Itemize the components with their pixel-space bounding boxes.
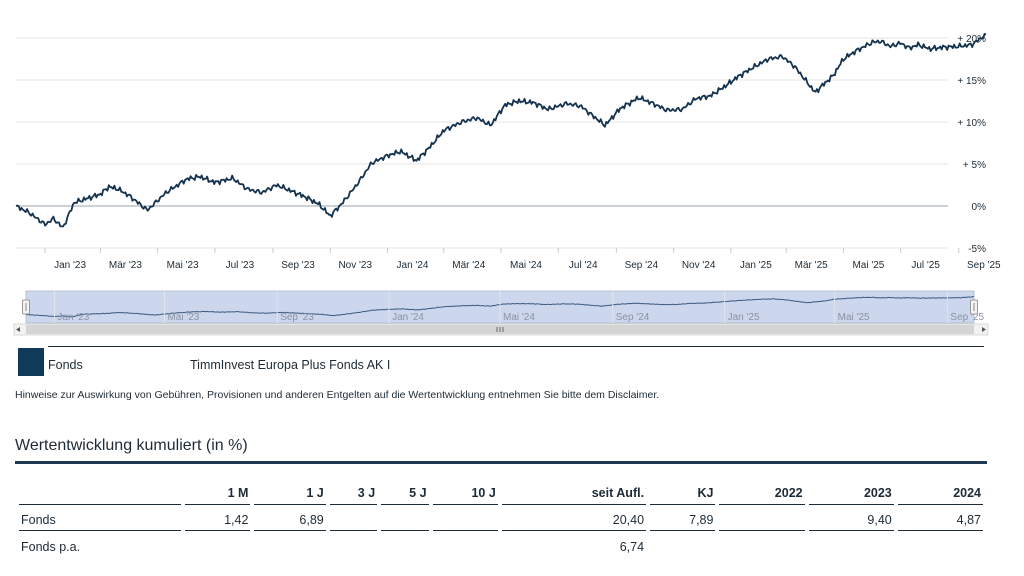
fee-disclaimer: Hinweise zur Auswirkung von Gebühren, Pr… [15, 389, 660, 401]
header-cell: 2022 [719, 480, 805, 505]
y-tick-label: + 5% [963, 160, 986, 171]
y-tick-label: + 20% [957, 34, 986, 45]
table-cell [898, 531, 983, 557]
table-cell [719, 505, 805, 531]
table-cell [329, 505, 378, 531]
x-tick-label: Mai '24 [510, 260, 542, 271]
y-tick-label: -5% [968, 244, 986, 255]
table-cell: 4,87 [897, 505, 983, 531]
table-cell [185, 531, 250, 557]
header-cell: seit Aufl. [501, 480, 647, 505]
legend-fund-name: TimmInvest Europa Plus Fonds AK I [190, 346, 984, 376]
table-row: Fonds p.a. 6,74 [19, 531, 983, 557]
navigator-tick-label: Jan '25 [728, 312, 760, 323]
scroll-left-arrow-icon[interactable] [16, 327, 20, 332]
x-tick-label: Jan '24 [397, 260, 429, 271]
table-cell: Fonds p.a. [21, 539, 81, 554]
chart-legend: Fonds TimmInvest Europa Plus Fonds AK I [18, 346, 984, 376]
table-cell [330, 531, 377, 557]
fund-series-line [15, 33, 987, 228]
x-tick-label: Sep '24 [625, 260, 659, 271]
x-tick-label: Sep '23 [281, 260, 315, 271]
navigator-tick-label: Jan '24 [392, 312, 424, 323]
x-tick-label: Mär '25 [795, 260, 828, 271]
header-cell: 1 J [254, 480, 326, 505]
y-tick-label: + 10% [957, 118, 986, 129]
navigator-tick-label: Sep '24 [616, 312, 650, 323]
table-cell [650, 531, 715, 557]
x-tick-label: Jan '23 [54, 260, 86, 271]
fund-color-swatch [18, 348, 44, 376]
table-cell [719, 531, 804, 557]
navigator-tick-label: Mai '25 [838, 312, 870, 323]
table-row: Fonds 1,42 6,89 20,40 7,89 9,40 4,87 [19, 505, 983, 531]
header-cell: 10 J [432, 480, 498, 505]
x-tick-label: Sep '25 [967, 260, 1001, 271]
header-cell: 1 M [185, 480, 251, 505]
y-tick-label: 0% [972, 202, 987, 213]
x-tick-label: Nov '24 [682, 260, 716, 271]
navigator-tick-label: Jan '23 [57, 312, 89, 323]
table-cell [381, 505, 429, 531]
range-navigator[interactable]: Jan '23 Mai '23 Sep '23 Jan '24 Mai '24 Sep '… [0, 287, 1024, 339]
table-cell [432, 505, 498, 531]
header-cell: 2023 [808, 480, 894, 505]
navigator-tick-label: Mai '23 [167, 312, 199, 323]
header-cell: 3 J [329, 480, 378, 505]
y-tick-label: + 15% [957, 76, 986, 87]
header-cell: KJ [650, 480, 716, 505]
header-cell: 5 J [381, 480, 429, 505]
scroll-right-arrow-icon[interactable] [982, 327, 986, 332]
table-cell: 6,89 [254, 505, 326, 531]
performance-line-chart: -5% 0% + 5% + 10% + 15% + 20% Jan '23 Mär '23 Ma… [15, 33, 1001, 271]
x-tick-label: Mai '23 [167, 260, 199, 271]
x-tick-label: Jul '24 [569, 260, 598, 271]
x-tick-label: Jul '23 [226, 260, 255, 271]
section-title: Wertentwicklung kumuliert (in %) [15, 437, 248, 454]
table-cell [809, 531, 894, 557]
x-tick-label: Jul '25 [911, 260, 940, 271]
header-cell: 2024 [897, 480, 983, 505]
table-cell: Fonds [19, 505, 182, 531]
x-tick-label: Mai '25 [852, 260, 884, 271]
table-cell [381, 531, 428, 557]
table-cell: 9,40 [808, 505, 894, 531]
legend-fund-label: Fonds [48, 346, 204, 376]
navigator-tick-label: Mai '24 [503, 312, 535, 323]
navigator-tick-label: Sep '25 [950, 312, 984, 323]
x-tick-label: Jan '25 [740, 260, 772, 271]
table-cell [433, 531, 498, 557]
table-cell: 6,74 [619, 539, 645, 554]
table-cell [254, 531, 325, 557]
navigator-tick-label: Sep '23 [280, 312, 314, 323]
table-cell: 7,89 [650, 505, 716, 531]
section-divider [15, 461, 987, 464]
table-header-row: 1 M 1 J 3 J 5 J 10 J seit Aufl. KJ 2022 … [19, 480, 983, 505]
header-cell [19, 480, 182, 505]
performance-table: 1 M 1 J 3 J 5 J 10 J seit Aufl. KJ 2022 … [15, 480, 987, 557]
x-tick-label: Nov '23 [338, 260, 372, 271]
table-cell: 1,42 [185, 505, 251, 531]
x-tick-label: Mär '23 [109, 260, 142, 271]
table-cell: 20,40 [501, 505, 647, 531]
x-tick-label: Mär '24 [452, 260, 485, 271]
